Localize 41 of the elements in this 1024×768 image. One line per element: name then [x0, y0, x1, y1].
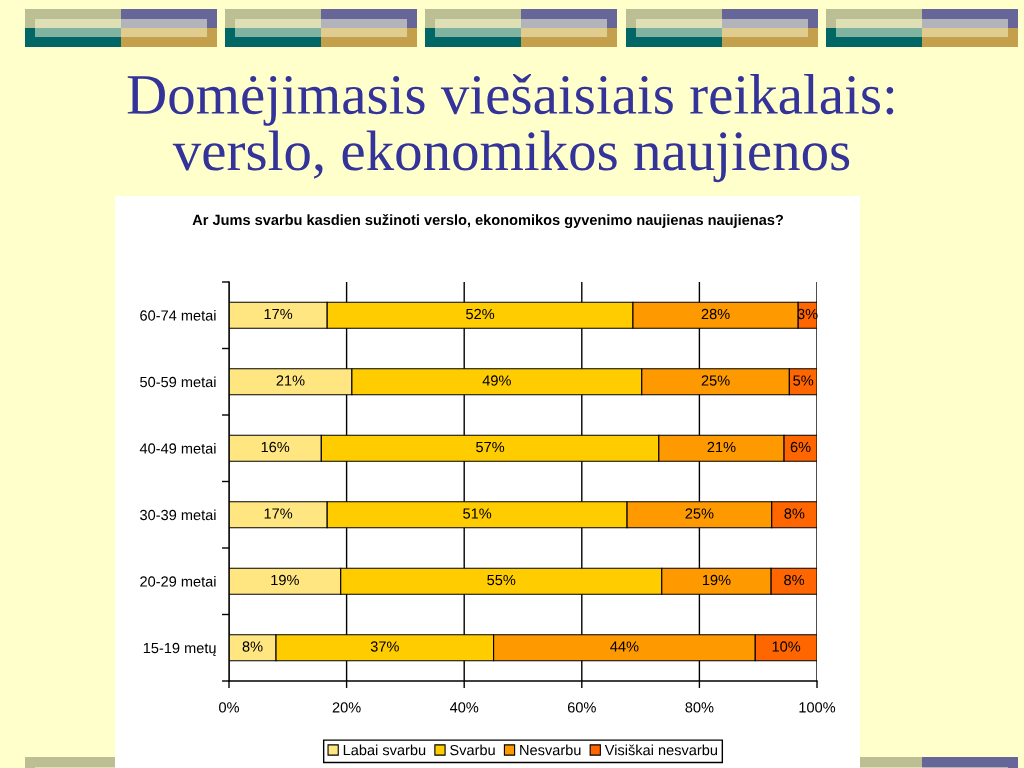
- data-label: 19%: [702, 574, 731, 586]
- data-label: 37%: [370, 641, 399, 652]
- data-label: 5%: [793, 375, 814, 386]
- data-label: 55%: [487, 574, 516, 586]
- x-tick-label: 100%: [799, 702, 836, 713]
- x-tick-label: 0%: [219, 702, 240, 713]
- data-label: 6%: [790, 441, 811, 453]
- data-label: 17%: [264, 508, 293, 519]
- x-tick-label: 60%: [567, 702, 596, 713]
- data-label: 10%: [772, 641, 801, 652]
- data-label: 25%: [685, 508, 714, 519]
- data-label: 19%: [271, 574, 299, 586]
- data-label: 28%: [701, 308, 730, 320]
- data-label: 21%: [276, 375, 305, 386]
- data-label: 57%: [476, 441, 505, 453]
- data-label: 17%: [264, 308, 293, 320]
- data-label: 21%: [707, 441, 736, 453]
- data-label: 8%: [784, 508, 805, 519]
- y-tick-label: 30-39 metai: [140, 509, 216, 521]
- chart-subtitle: Ar Jums svarbu kasdien sužinoti verslo, ekonomikos gyvenimo naujienas naujienas?: [192, 214, 783, 228]
- legend-label: Labai svarbu: [343, 744, 426, 756]
- x-tick-label: 20%: [332, 702, 361, 713]
- data-label: 49%: [482, 375, 511, 386]
- y-tick-label: 15-19 metų: [143, 642, 216, 657]
- legend-label: Svarbu: [450, 744, 495, 756]
- data-label: 8%: [242, 641, 263, 652]
- legend-label: Visiškai nesvarbu: [604, 744, 717, 756]
- data-label: 44%: [610, 641, 639, 652]
- legend-label: Nesvarbu: [520, 744, 581, 756]
- data-label: 52%: [466, 308, 495, 320]
- x-tick-label: 40%: [449, 702, 479, 713]
- y-tick-label: 50-59 metai: [140, 376, 216, 388]
- y-tick-label: 60-74 metai: [140, 309, 216, 321]
- y-tick-label: 20-29 metai: [140, 575, 216, 587]
- data-label: 8%: [784, 574, 805, 586]
- chart-title: Domėjimasis viešaisiais reikalais: verslo, ekonomikos naujienos: [127, 74, 894, 183]
- data-label: 25%: [701, 375, 730, 386]
- data-label: 51%: [463, 508, 492, 519]
- data-label: 16%: [261, 441, 290, 453]
- y-tick-label: 40-49 metai: [139, 442, 216, 454]
- x-tick-label: 80%: [685, 702, 714, 713]
